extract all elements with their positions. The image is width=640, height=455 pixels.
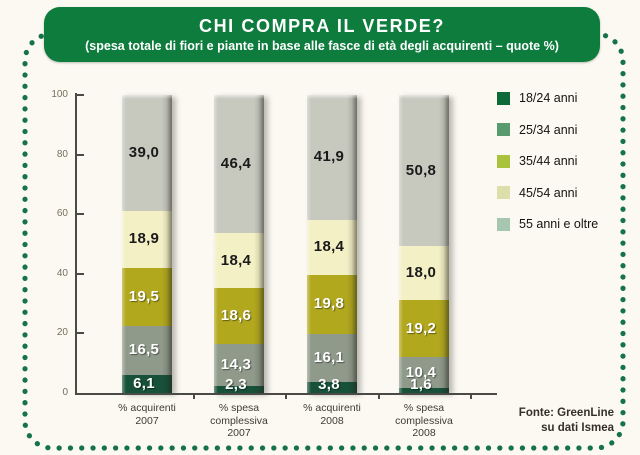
bar-overlay-top xyxy=(122,95,172,99)
legend-item: 25/34 anni xyxy=(497,123,577,137)
segment-value-label: 41,9 xyxy=(313,148,345,166)
bar-segment xyxy=(214,386,264,393)
chart-title-box: CHI COMPRA IL VERDE? (spesa totale di fi… xyxy=(44,7,600,62)
segment-value-label: 19,2 xyxy=(405,319,437,337)
x-category-label-line: % spesa xyxy=(403,402,445,414)
x-category-label-line: complessiva xyxy=(395,414,453,427)
legend-item: 18/24 anni xyxy=(497,91,577,105)
y-tick-label: 20 xyxy=(56,327,68,339)
bar-overlay-right xyxy=(439,95,449,393)
y-tick-label: 100 xyxy=(51,89,68,100)
segment-value-label: 50,8 xyxy=(405,161,437,179)
stacked-bar: 3,8 16,1 19,8 18,4 41,9 xyxy=(307,95,357,393)
segment-value-label: 10,4 xyxy=(405,363,437,381)
stacked-bar: 2,3 14,3 18,6 18,4 46,4 xyxy=(214,95,264,393)
x-category-label: % acquirenti 2008 xyxy=(272,402,392,427)
segment-value-label: 19,8 xyxy=(313,295,345,313)
segment-value-label: 2,3 xyxy=(225,376,247,393)
y-axis-line xyxy=(75,93,77,395)
y-tick-label: 60 xyxy=(56,208,68,220)
legend-item: 35/44 anni xyxy=(497,154,577,168)
segment-value-label: 46,4 xyxy=(220,155,252,173)
x-category-label-line: 2008 xyxy=(412,427,436,439)
y-tick-mark xyxy=(77,94,84,96)
x-category-label-line: % acquirenti xyxy=(303,402,361,414)
bar-overlay-right xyxy=(162,95,172,393)
x-category-label: % spesa complessiva 2008 xyxy=(364,402,484,440)
x-category-label-line: complessiva xyxy=(210,414,268,427)
segment-value-label: 6,1 xyxy=(133,374,155,392)
legend-label: 25/34 anni xyxy=(519,122,578,137)
y-tick-mark xyxy=(77,332,84,335)
chart-subtitle: (spesa totale di fiori e piante in base … xyxy=(85,39,559,53)
stacked-bar: 6,1 16,5 19,5 18,9 39,0 xyxy=(122,95,172,393)
chart-title: CHI COMPRA IL VERDE? xyxy=(198,16,445,36)
segment-value-label: 3,8 xyxy=(318,376,340,393)
segment-value-label: 16,5 xyxy=(128,341,160,359)
legend-label: 45/54 anni xyxy=(519,185,578,200)
segment-value-label: 18,4 xyxy=(313,238,345,256)
segment-value-label: 18,6 xyxy=(220,306,252,324)
x-category-label: % acquirenti 2007 xyxy=(87,402,207,427)
x-category-label-line: 2007 xyxy=(135,414,159,427)
x-category-label-line: % acquirenti xyxy=(118,402,176,414)
segment-value-label: 16,1 xyxy=(313,348,345,366)
source-line-1: Fonte: GreenLine xyxy=(518,407,614,419)
y-tick-label: 40 xyxy=(56,267,68,279)
legend-swatch xyxy=(497,91,510,105)
y-tick-mark xyxy=(77,153,84,156)
x-tick-mark xyxy=(193,393,195,399)
segment-value-label: 19,5 xyxy=(128,287,160,305)
x-axis-line xyxy=(75,393,497,395)
x-category-label-line: % spesa xyxy=(218,402,260,414)
y-tick-label: 0 xyxy=(62,387,68,398)
segment-value-label: 18,0 xyxy=(405,264,437,282)
y-tick-label: 80 xyxy=(56,148,68,160)
legend-label: 55 anni e oltre xyxy=(519,217,599,231)
legend-swatch xyxy=(497,123,510,136)
legend-label: 18/24 anni xyxy=(519,91,578,105)
legend-item: 55 anni e oltre xyxy=(497,217,598,231)
x-tick-mark xyxy=(378,393,380,399)
stacked-bar: 1,6 10,4 19,2 18,0 50,8 xyxy=(399,95,449,393)
bar-overlay-right xyxy=(254,95,264,393)
legend-swatch xyxy=(497,186,510,199)
bar-segment xyxy=(307,381,357,393)
x-category-label-line: 2007 xyxy=(227,427,251,439)
bar-overlay-left xyxy=(399,95,403,393)
x-category-label-line: 2008 xyxy=(320,414,344,427)
bar-segment xyxy=(122,374,172,393)
source-note: Fonte: GreenLine su dati Ismea xyxy=(519,406,614,435)
bar-segment xyxy=(399,388,449,393)
y-tick-mark xyxy=(77,213,84,216)
legend-swatch xyxy=(497,217,510,231)
bar-overlay-left xyxy=(214,95,218,393)
legend-item: 45/54 anni xyxy=(497,186,577,200)
legend-swatch xyxy=(497,154,510,168)
source-line-2: su dati Ismea xyxy=(541,421,614,434)
segment-value-label: 18,4 xyxy=(220,251,252,269)
bar-overlay-top xyxy=(399,95,449,99)
x-tick-mark xyxy=(470,393,472,399)
x-category-label: % spesa complessiva 2007 xyxy=(179,402,299,440)
bar-overlay-top xyxy=(214,95,264,99)
y-tick-mark xyxy=(77,272,84,275)
bar-overlay-top xyxy=(307,95,357,99)
segment-value-label: 14,3 xyxy=(220,355,252,373)
bar-overlay-left xyxy=(307,95,311,393)
bar-overlay-left xyxy=(122,95,126,393)
segment-value-label: 1,6 xyxy=(410,376,432,393)
x-tick-mark xyxy=(285,393,287,399)
segment-value-label: 18,9 xyxy=(128,230,160,248)
bar-overlay-right xyxy=(347,95,357,393)
segment-value-label: 39,0 xyxy=(128,144,160,162)
legend-label: 35/44 anni xyxy=(519,154,578,168)
